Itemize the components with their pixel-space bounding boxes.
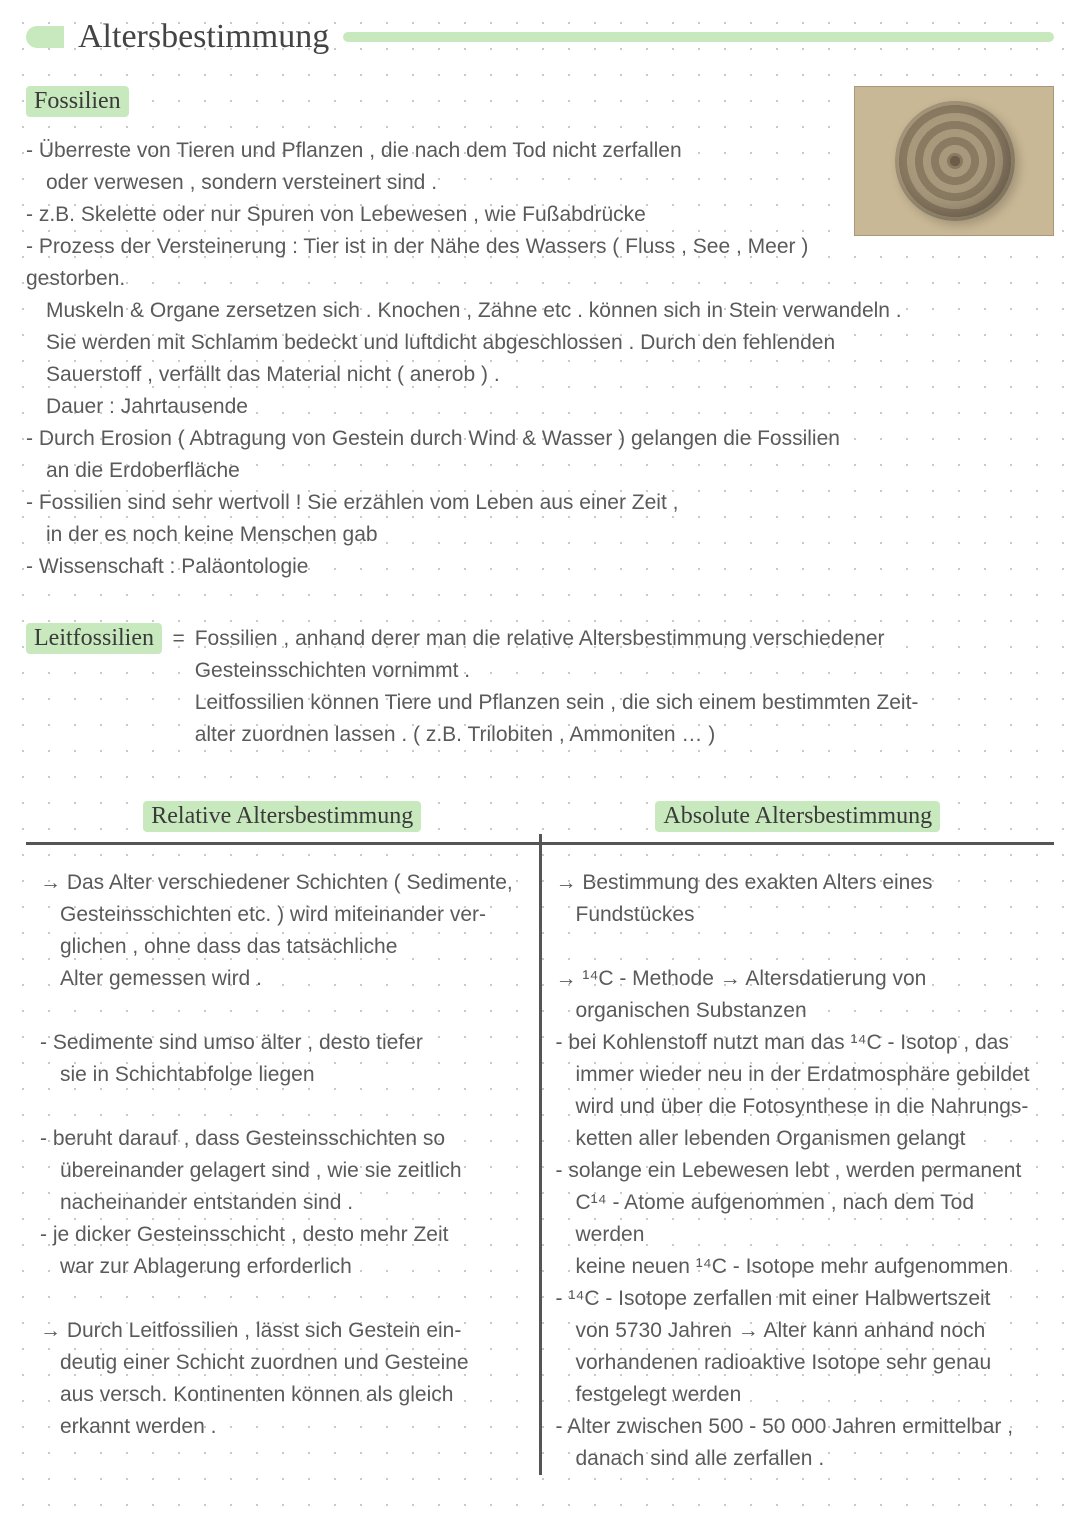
note-line: Gesteinsschichten etc. ) wird miteinande… (40, 899, 525, 931)
note-line: Alter gemessen wird . (40, 963, 525, 995)
note-line: - je dicker Gesteinsschicht , desto mehr… (40, 1219, 525, 1251)
note-line: → Das Alter verschiedener Schichten ( Se… (40, 867, 525, 899)
note-line: aus versch. Kontinenten können als gleic… (40, 1379, 525, 1411)
note-line: Leitfossilien können Tiere und Pflanzen … (195, 687, 1054, 719)
note-line: festgelegt werden (556, 1379, 1041, 1411)
note-line (556, 931, 1041, 963)
col-right: → Bestimmung des exakten Alters eines Fu… (542, 867, 1055, 1475)
note-line: an die Erdoberfläche (26, 455, 1054, 487)
note-line: glichen , ohne dass das tatsächliche (40, 931, 525, 963)
comparison-columns: → Das Alter verschiedener Schichten ( Se… (26, 867, 1054, 1475)
equals-sign: = (172, 627, 184, 650)
note-line: danach sind alle zerfallen . (556, 1443, 1041, 1475)
note-line: war zur Ablagerung erforderlich (40, 1251, 525, 1283)
note-line: → Durch Leitfossilien , lässt sich Geste… (40, 1315, 525, 1347)
note-line: wird und über die Fotosynthese in die Na… (556, 1091, 1041, 1123)
note-line (40, 1091, 525, 1123)
note-line: in der es noch keine Menschen gab (26, 519, 1054, 551)
note-line: von 5730 Jahren → Alter kann anhand noch (556, 1315, 1041, 1347)
note-line: Gesteinsschichten vornimmt . (195, 655, 1054, 687)
note-line: → Bestimmung des exakten Alters eines (556, 867, 1041, 899)
title-row: Altersbestimmung (26, 18, 1054, 56)
note-line: - ¹⁴C - Isotope zerfallen mit einer Halb… (556, 1283, 1041, 1315)
page-title: Altersbestimmung (78, 18, 329, 56)
note-line: - Fossilien sind sehr wertvoll ! Sie erz… (26, 487, 1054, 519)
note-line: organischen Substanzen (556, 995, 1041, 1027)
note-line: Fundstückes (556, 899, 1041, 931)
heading-absolute: Absolute Altersbestimmung (655, 801, 940, 832)
note-line: deutig einer Schicht zuordnen und Gestei… (40, 1347, 525, 1379)
ammonite-icon (895, 101, 1015, 221)
comparison-block: Relative Altersbestimmung Absolute Alter… (26, 801, 1054, 1475)
heading-leitfossilien: Leitfossilien (26, 623, 162, 654)
title-pill-left (26, 26, 64, 48)
note-line: alter zuordnen lassen . ( z.B. Trilobite… (195, 719, 1054, 751)
note-line: keine neuen ¹⁴C - Isotope mehr aufgenomm… (556, 1251, 1041, 1283)
note-line: erkannt werden . (40, 1411, 525, 1443)
note-line: - Durch Erosion ( Abtragung von Gestein … (26, 423, 1054, 455)
note-line: Sauerstoff , verfällt das Material nicht… (26, 359, 1054, 391)
note-line: nacheinander entstanden sind . (40, 1187, 525, 1219)
note-line: - bei Kohlenstoff nutzt man das ¹⁴C - Is… (556, 1027, 1041, 1059)
note-line: übereinander gelagert sind , wie sie zei… (40, 1155, 525, 1187)
note-line (40, 995, 525, 1027)
note-line: Fossilien , anhand derer man die relativ… (195, 623, 1054, 655)
section-fossilien: Fossilien - Überreste von Tieren und Pfl… (26, 86, 1054, 583)
note-line: Sie werden mit Schlamm bedeckt und luftd… (26, 327, 1054, 359)
note-line: - Alter zwischen 500 - 50 000 Jahren erm… (556, 1411, 1041, 1443)
col-head-right: Absolute Altersbestimmung (542, 801, 1055, 832)
col-left: → Das Alter verschiedener Schichten ( Se… (26, 867, 539, 1475)
note-line: - Prozess der Versteinerung : Tier ist i… (26, 231, 1054, 295)
note-line: - beruht darauf , dass Gesteinsschichten… (40, 1123, 525, 1155)
note-line: → ¹⁴C - Methode → Altersdatierung von (556, 963, 1041, 995)
note-line: - Wissenschaft : Paläontologie (26, 551, 1054, 583)
note-line: vorhandenen radioaktive Isotope sehr gen… (556, 1347, 1041, 1379)
page: Altersbestimmung Fossilien - Überreste v… (0, 0, 1080, 1505)
leit-label-col: Leitfossilien = (26, 623, 185, 751)
heading-fossilien: Fossilien (26, 86, 129, 117)
title-underline (343, 32, 1054, 42)
section-leitfossilien: Leitfossilien = Fossilien , anhand derer… (26, 623, 1054, 751)
fossil-image (854, 86, 1054, 236)
heading-relative: Relative Altersbestimmung (143, 801, 421, 832)
note-line: ketten aller lebenden Organismen gelangt (556, 1123, 1041, 1155)
note-line (40, 1283, 525, 1315)
note-line: sie in Schichtabfolge liegen (40, 1059, 525, 1091)
note-line: C¹⁴ - Atome aufgenommen , nach dem Tod w… (556, 1187, 1041, 1251)
note-line: immer wieder neu in der Erdatmosphäre ge… (556, 1059, 1041, 1091)
col-head-left: Relative Altersbestimmung (26, 801, 539, 832)
note-line: Muskeln & Organe zersetzen sich . Knoche… (26, 295, 1054, 327)
leitfossilien-def: Fossilien , anhand derer man die relativ… (195, 623, 1054, 751)
note-line: - Sedimente sind umso älter , desto tief… (40, 1027, 525, 1059)
note-line: - solange ein Lebewesen lebt , werden pe… (556, 1155, 1041, 1187)
note-line: Dauer : Jahrtausende (26, 391, 1054, 423)
